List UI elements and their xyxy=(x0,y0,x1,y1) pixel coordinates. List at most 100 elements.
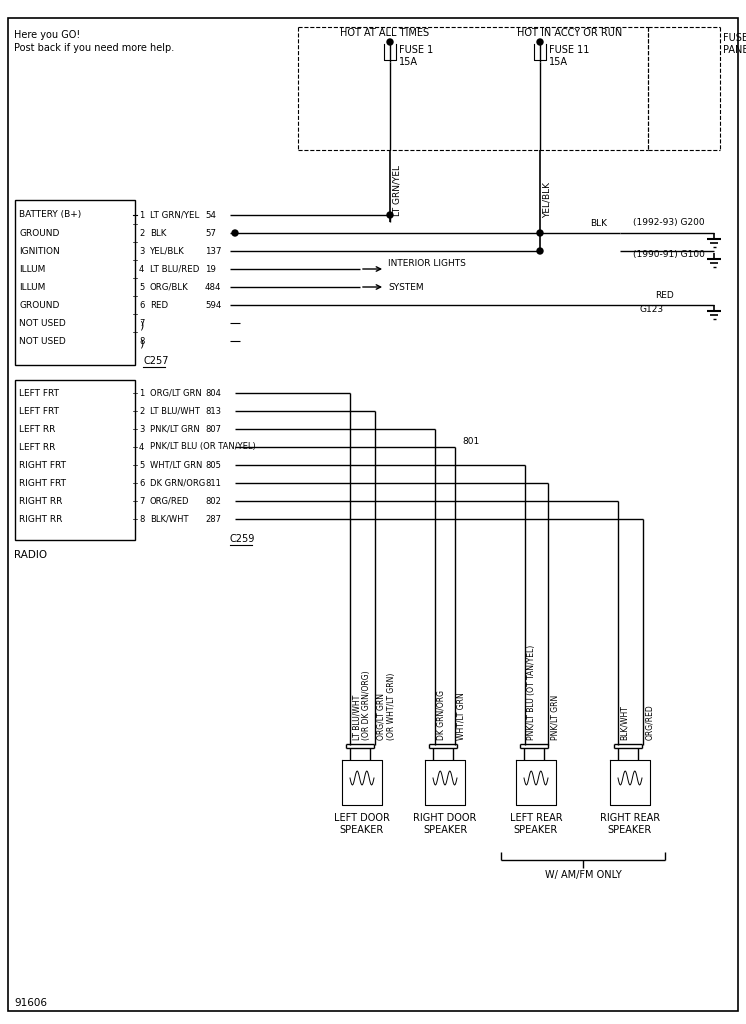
Text: GROUND: GROUND xyxy=(19,228,60,238)
Text: FUSE 11: FUSE 11 xyxy=(549,45,589,55)
Text: Post back if you need more help.: Post back if you need more help. xyxy=(14,43,175,53)
Text: LT BLU/RED: LT BLU/RED xyxy=(150,264,199,273)
Text: RIGHT DOOR
SPEAKER: RIGHT DOOR SPEAKER xyxy=(413,813,477,835)
Text: LEFT REAR
SPEAKER: LEFT REAR SPEAKER xyxy=(510,813,562,835)
Text: IGNITION: IGNITION xyxy=(19,247,60,256)
Text: BLK: BLK xyxy=(590,218,607,227)
Text: 4: 4 xyxy=(139,442,144,452)
Text: PNK/LT BLU (OT TAN/YEL): PNK/LT BLU (OT TAN/YEL) xyxy=(527,645,536,740)
Text: 15A: 15A xyxy=(549,57,568,67)
Text: WHT/LT GRN: WHT/LT GRN xyxy=(150,461,202,469)
Text: 54: 54 xyxy=(205,211,216,219)
Circle shape xyxy=(232,230,238,236)
Text: 8: 8 xyxy=(139,337,145,345)
Text: 57: 57 xyxy=(205,228,216,238)
Text: 805: 805 xyxy=(205,461,221,469)
Text: 3: 3 xyxy=(139,247,145,256)
Text: C257: C257 xyxy=(143,356,169,366)
Text: WHT/LT GRN: WHT/LT GRN xyxy=(457,692,466,740)
Text: ORG/LT GRN: ORG/LT GRN xyxy=(150,388,201,397)
Circle shape xyxy=(387,39,393,45)
Text: 4: 4 xyxy=(139,264,144,273)
Text: FUSE 1: FUSE 1 xyxy=(399,45,433,55)
Text: FUSE: FUSE xyxy=(723,33,746,43)
Text: NOT USED: NOT USED xyxy=(19,337,66,345)
Text: 6: 6 xyxy=(139,300,145,309)
Text: 287: 287 xyxy=(205,514,221,523)
Text: LEFT FRT: LEFT FRT xyxy=(19,388,59,397)
FancyBboxPatch shape xyxy=(15,380,135,540)
Text: RIGHT RR: RIGHT RR xyxy=(19,514,63,523)
Text: LEFT FRT: LEFT FRT xyxy=(19,407,59,416)
Text: 3: 3 xyxy=(139,425,145,433)
Text: 813: 813 xyxy=(205,407,221,416)
Text: 1: 1 xyxy=(139,388,144,397)
Text: C259: C259 xyxy=(230,534,255,544)
FancyBboxPatch shape xyxy=(8,18,738,1011)
Text: DK GRN/ORG: DK GRN/ORG xyxy=(437,690,446,740)
Text: DK GRN/ORG: DK GRN/ORG xyxy=(150,478,205,487)
Text: GROUND: GROUND xyxy=(19,300,60,309)
Text: BLK/WHT: BLK/WHT xyxy=(150,514,189,523)
Text: RED: RED xyxy=(150,300,168,309)
Text: 137: 137 xyxy=(205,247,222,256)
Text: 5: 5 xyxy=(139,283,144,292)
Text: 484: 484 xyxy=(205,283,222,292)
Text: (1992-93) G200: (1992-93) G200 xyxy=(633,218,705,227)
Text: YEL/BLK: YEL/BLK xyxy=(543,182,552,218)
Circle shape xyxy=(537,39,543,45)
Text: 5: 5 xyxy=(139,461,144,469)
Text: 7: 7 xyxy=(139,497,145,506)
Text: 594: 594 xyxy=(205,300,222,309)
Text: ): ) xyxy=(139,321,143,331)
Text: PANEL: PANEL xyxy=(723,45,746,55)
Text: ORG/LT GRN
(OR WHT/LT GRN): ORG/LT GRN (OR WHT/LT GRN) xyxy=(377,673,396,740)
Text: BLK/WHT: BLK/WHT xyxy=(620,706,629,740)
Text: 15A: 15A xyxy=(399,57,418,67)
Text: 807: 807 xyxy=(205,425,221,433)
Circle shape xyxy=(537,230,543,236)
Text: ORG/RED: ORG/RED xyxy=(150,497,189,506)
Text: 91606: 91606 xyxy=(14,998,47,1008)
Text: Here you GO!: Here you GO! xyxy=(14,30,81,40)
Text: 8: 8 xyxy=(139,514,145,523)
Text: G123: G123 xyxy=(640,305,664,314)
Text: RIGHT REAR
SPEAKER: RIGHT REAR SPEAKER xyxy=(600,813,660,835)
Text: HOT AT ALL TIMES: HOT AT ALL TIMES xyxy=(340,28,430,38)
Text: YEL/BLK: YEL/BLK xyxy=(150,247,185,256)
Text: HOT IN ACCY OR RUN: HOT IN ACCY OR RUN xyxy=(518,28,623,38)
Text: 801: 801 xyxy=(462,437,479,446)
Text: LEFT DOOR
SPEAKER: LEFT DOOR SPEAKER xyxy=(334,813,390,835)
Text: LT BLU/WHT
(OR DK GRN/ORG): LT BLU/WHT (OR DK GRN/ORG) xyxy=(352,671,372,740)
Text: LT GRN/YEL: LT GRN/YEL xyxy=(393,165,402,215)
Text: BLK: BLK xyxy=(150,228,166,238)
Text: 2: 2 xyxy=(139,228,144,238)
FancyBboxPatch shape xyxy=(15,200,135,365)
Text: LEFT RR: LEFT RR xyxy=(19,442,55,452)
Text: SYSTEM: SYSTEM xyxy=(388,283,424,292)
Text: 7: 7 xyxy=(139,318,145,328)
Text: ORG/BLK: ORG/BLK xyxy=(150,283,189,292)
Text: ): ) xyxy=(139,339,143,349)
Text: RIGHT FRT: RIGHT FRT xyxy=(19,478,66,487)
Text: 2: 2 xyxy=(139,407,144,416)
Text: LT BLU/WHT: LT BLU/WHT xyxy=(150,407,200,416)
Text: RADIO: RADIO xyxy=(14,550,47,560)
Text: 6: 6 xyxy=(139,478,145,487)
Text: 802: 802 xyxy=(205,497,221,506)
Text: ILLUM: ILLUM xyxy=(19,283,46,292)
Text: LT GRN/YEL: LT GRN/YEL xyxy=(150,211,199,219)
Text: BATTERY (B+): BATTERY (B+) xyxy=(19,211,81,219)
Text: INTERIOR LIGHTS: INTERIOR LIGHTS xyxy=(388,259,466,268)
Text: RIGHT RR: RIGHT RR xyxy=(19,497,63,506)
Circle shape xyxy=(537,248,543,254)
Text: RED: RED xyxy=(655,291,674,299)
Text: (1990-91) G100: (1990-91) G100 xyxy=(633,251,705,259)
Text: RIGHT FRT: RIGHT FRT xyxy=(19,461,66,469)
Text: 1: 1 xyxy=(139,211,144,219)
Circle shape xyxy=(387,212,393,218)
Text: NOT USED: NOT USED xyxy=(19,318,66,328)
Text: PNK/LT GRN: PNK/LT GRN xyxy=(550,694,559,740)
Text: ORG/RED: ORG/RED xyxy=(645,705,654,740)
Text: 19: 19 xyxy=(205,264,216,273)
